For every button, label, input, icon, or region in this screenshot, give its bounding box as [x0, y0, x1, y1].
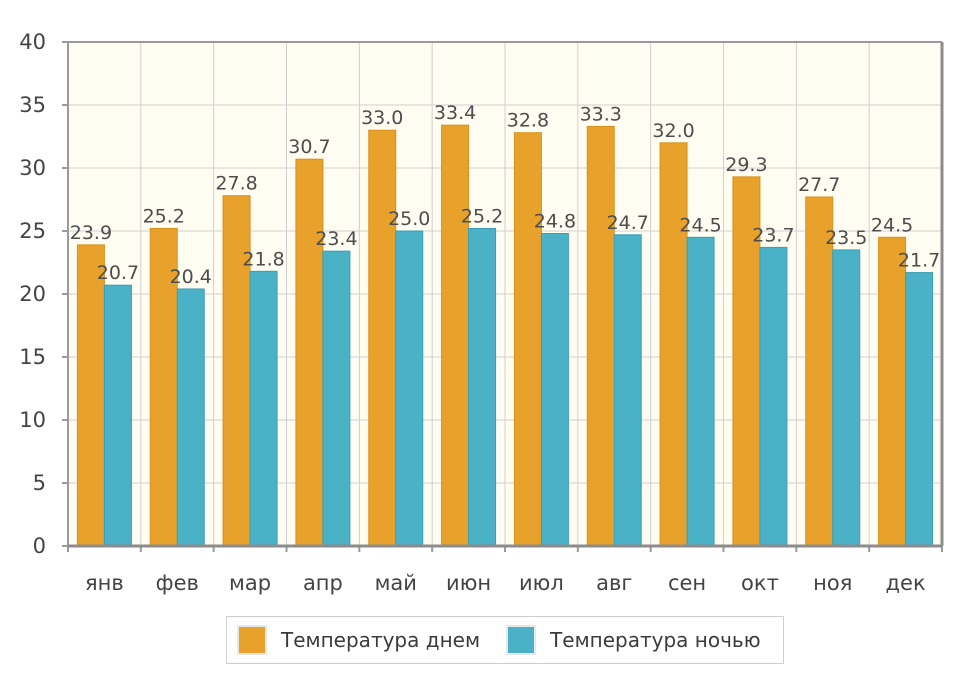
legend-item-day[interactable]: Температура днем: [237, 625, 480, 655]
bar-night[interactable]: [249, 270, 278, 547]
data-label-night: 21.7: [898, 250, 940, 272]
y-tick-label: 15: [19, 345, 46, 369]
bar-night[interactable]: [832, 249, 861, 547]
axes: 0 5 10 15 20 25 30 35 40 янв фев мар апр май июн июл авг…: [19, 30, 944, 595]
x-tick-label: июн: [446, 571, 491, 595]
data-label-night: 23.4: [315, 228, 357, 250]
data-label-day: 32.0: [652, 120, 694, 142]
data-label-night: 25.2: [461, 205, 503, 227]
bar-day[interactable]: [659, 142, 688, 547]
data-label-day: 24.5: [871, 214, 913, 236]
bar-day[interactable]: [586, 125, 615, 547]
bar-day[interactable]: [441, 124, 470, 547]
bar-night[interactable]: [468, 227, 497, 547]
data-labels: 23.9 20.7 25.2 20.4 27.8 21.8 30.7 23.4 33.0 25.0…: [70, 102, 940, 288]
data-label-day: 27.7: [798, 174, 840, 196]
x-tick-label: сен: [668, 571, 706, 595]
y-tick-label: 30: [19, 156, 46, 180]
bar-night[interactable]: [540, 233, 569, 547]
bar-day[interactable]: [295, 158, 324, 547]
y-tick-label: 20: [19, 282, 46, 306]
bar-day[interactable]: [805, 196, 834, 547]
data-label-day: 30.7: [288, 136, 330, 158]
bar-day[interactable]: [513, 132, 542, 547]
y-tick-label: 10: [19, 408, 46, 432]
bar-night[interactable]: [905, 272, 934, 547]
bar-day[interactable]: [76, 244, 105, 547]
data-label-night: 24.7: [607, 212, 649, 234]
data-label-night: 20.4: [170, 266, 212, 288]
data-label-night: 21.8: [242, 248, 284, 270]
bar-night[interactable]: [759, 246, 788, 547]
bar-night[interactable]: [686, 236, 715, 547]
legend-label-night: Температура ночью: [550, 628, 761, 652]
bar-night[interactable]: [613, 234, 642, 547]
bar-night[interactable]: [176, 288, 205, 547]
bar-day[interactable]: [878, 236, 907, 547]
legend-swatch-night: [506, 625, 537, 655]
x-tick-label: авг: [596, 571, 632, 595]
data-label-day: 25.2: [143, 205, 185, 227]
data-label-night: 23.5: [825, 227, 867, 249]
x-tick-label: янв: [85, 571, 124, 595]
x-tick-label: фев: [156, 571, 199, 595]
data-label-night: 24.5: [679, 214, 721, 236]
data-label-day: 33.3: [580, 103, 622, 125]
x-tick-label: мар: [229, 571, 271, 595]
bar-day[interactable]: [368, 129, 397, 547]
x-tick-label: май: [375, 571, 417, 595]
bar-day[interactable]: [732, 176, 761, 547]
y-tick-label: 40: [19, 30, 46, 54]
x-tick-label: окт: [741, 571, 779, 595]
x-tick-label: апр: [303, 571, 343, 595]
x-tick-label: дек: [886, 571, 926, 595]
data-label-night: 25.0: [388, 208, 430, 230]
data-label-day: 33.0: [361, 107, 403, 129]
data-label-day: 32.8: [507, 110, 549, 132]
data-label-night: 23.7: [752, 224, 794, 246]
x-tick-label: июл: [519, 571, 564, 595]
y-tick-label: 0: [33, 534, 46, 558]
bars: [76, 124, 934, 547]
legend-swatch-day: [237, 625, 267, 655]
y-tick-label: 5: [33, 471, 46, 495]
bar-night[interactable]: [103, 284, 132, 547]
bar-night[interactable]: [395, 230, 424, 547]
data-label-night: 24.8: [534, 211, 576, 233]
data-label-day: 33.4: [434, 102, 476, 124]
legend-item-night[interactable]: Температура ночью: [506, 625, 761, 655]
bar-night[interactable]: [322, 250, 351, 547]
data-label-day: 29.3: [725, 154, 767, 176]
data-label-day: 23.9: [70, 222, 112, 244]
data-label-day: 27.8: [215, 173, 257, 195]
legend: Температура днем Температура ночью: [226, 616, 784, 664]
legend-label-day: Температура днем: [281, 628, 481, 652]
x-tick-label: ноя: [813, 571, 852, 595]
data-label-night: 20.7: [97, 262, 139, 284]
y-tick-label: 35: [19, 93, 46, 117]
y-tick-label: 25: [19, 219, 46, 243]
